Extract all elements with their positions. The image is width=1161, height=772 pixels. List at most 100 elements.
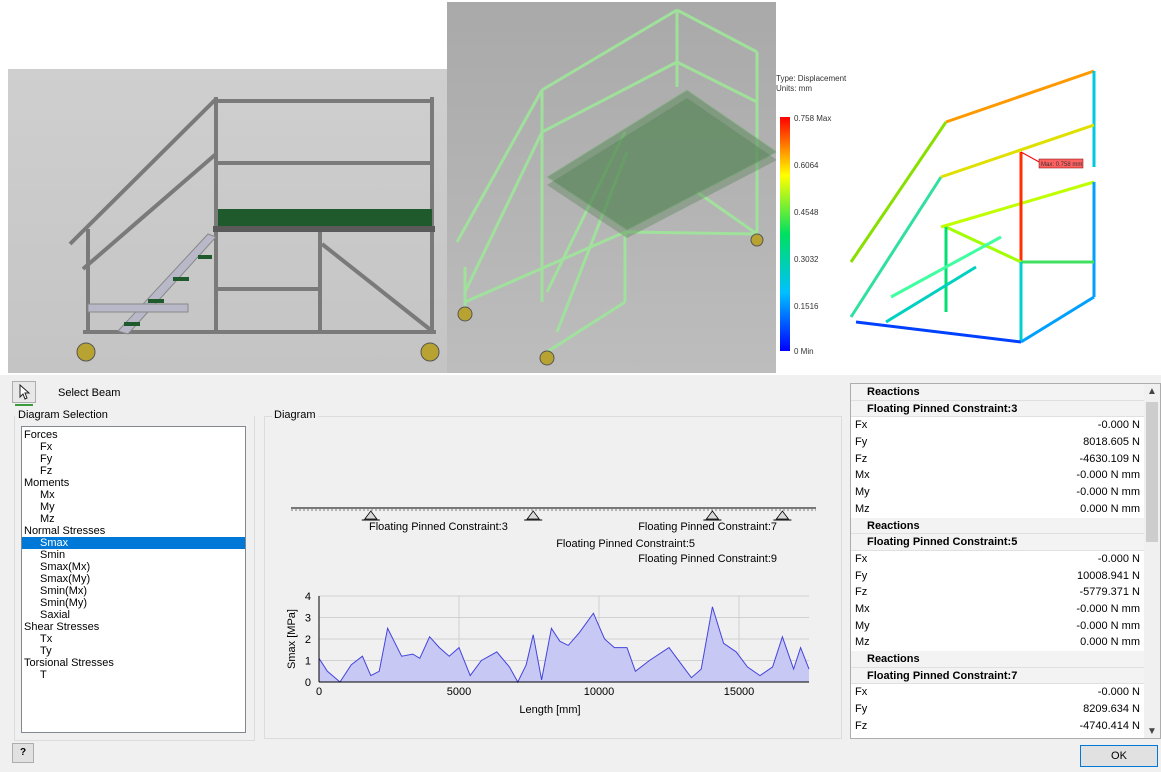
list-item[interactable]: Fy (40, 453, 53, 465)
reaction-component: Fx (855, 419, 868, 432)
list-item[interactable]: Moments (24, 477, 70, 489)
list-item[interactable]: Smin(Mx) (40, 585, 88, 597)
reactions-header: Reactions (851, 384, 1146, 401)
list-item[interactable]: Mx (40, 489, 55, 501)
constraint-header: Floating Pinned Constraint:3 (851, 400, 1146, 418)
reaction-component: Fy (855, 703, 868, 716)
y-axis-label: Smax [MPa] (286, 609, 298, 669)
reaction-component: Fx (855, 552, 868, 565)
list-item[interactable]: Mz (40, 513, 55, 525)
reaction-row: Fx -0.000 N (851, 684, 1146, 701)
constraint-label: Floating Pinned Constraint:7 (638, 521, 777, 533)
list-item[interactable]: Fz (40, 465, 53, 477)
legend-max: 0.758 Max (794, 114, 831, 123)
list-item[interactable]: Fx (40, 441, 53, 453)
reaction-component: Fx (855, 686, 868, 699)
list-item[interactable]: Forces (24, 429, 58, 441)
list-item[interactable]: Torsional Stresses (24, 657, 114, 669)
pinned-support-icon (364, 510, 378, 520)
reaction-row: Mz 0.000 N mm (851, 634, 1146, 651)
diagram-group (264, 416, 842, 739)
list-item[interactable]: T (40, 669, 47, 681)
side-view-image (8, 69, 447, 373)
reaction-row: Mz 0.000 N mm (851, 501, 1146, 518)
reaction-value: -0.000 N (1097, 552, 1140, 565)
x-tick-label: 5000 (447, 686, 471, 698)
constraint-label: Floating Pinned Constraint:9 (638, 553, 777, 565)
list-item[interactable]: Ty (40, 645, 52, 657)
series-line (318, 606, 810, 684)
legend-min: 0 Min (794, 347, 814, 356)
list-item[interactable]: My (40, 501, 55, 513)
y-tick-label: 2 (305, 634, 311, 646)
list-item[interactable]: Shear Stresses (24, 621, 100, 633)
series-area (319, 606, 809, 682)
y-tick-label: 3 (305, 613, 311, 625)
reaction-value: -4630.109 N (1079, 452, 1140, 465)
diagram-selection-title: Diagram Selection (18, 409, 108, 421)
diagram-selection-list[interactable]: Forces Fx Fy Fz Moments Mx My Mz Normal Stresses… (21, 426, 246, 733)
list-item[interactable]: Smin (40, 549, 66, 561)
reaction-value: -0.000 N mm (1076, 486, 1140, 499)
y-tick-label: 0 (305, 677, 311, 689)
reaction-value: 0.000 N mm (1080, 502, 1140, 515)
max-probe-label: Max: 0.758 mm (1041, 162, 1082, 168)
reaction-component: Fz (855, 719, 868, 732)
reaction-row: Mx -0.000 N mm (851, 467, 1146, 484)
y-tick-label: 4 (305, 591, 311, 603)
list-item[interactable]: Saxial (40, 609, 70, 621)
list-item[interactable]: Smax (22, 537, 245, 549)
reaction-value: -0.000 N mm (1076, 602, 1140, 615)
reaction-component: Fz (855, 586, 868, 599)
diagram-canvas: Floating Pinned Constraint:3 Floating Pin… (286, 507, 816, 716)
displacement-result-image: Type: Displacement Units: mm 0.758 Max 0… (776, 67, 1161, 373)
reaction-component: Mx (855, 469, 870, 482)
reaction-component: Fz (855, 452, 868, 465)
reaction-component: Fy (855, 569, 868, 582)
model-views: Type: Displacement Units: mm 0.758 Max 0… (0, 0, 1161, 375)
reaction-row: Fz -4630.109 N (851, 451, 1146, 468)
pinned-support-icon (526, 510, 540, 520)
list-item[interactable]: Tx (40, 633, 53, 645)
help-button[interactable]: ? (12, 743, 34, 763)
x-tick-label: 15000 (724, 686, 755, 698)
reaction-row: Fy 8018.605 N (851, 434, 1146, 451)
constraint-label: Floating Pinned Constraint:3 (369, 521, 508, 533)
list-item[interactable]: Smax(My) (40, 573, 91, 585)
legend-units: Units: mm (776, 84, 812, 93)
list-item[interactable]: Normal Stresses (24, 525, 106, 537)
reaction-row: My -0.000 N mm (851, 618, 1146, 635)
reactions-panel[interactable]: Reactions Floating Pinned Constraint:3 Fx -… (850, 383, 1161, 739)
reaction-value: -0.000 N (1097, 419, 1140, 432)
reaction-component: Mz (855, 636, 870, 649)
reaction-row: Fy 10008.941 N (851, 568, 1146, 585)
legend-tick: 0.1516 (794, 302, 819, 311)
reaction-row: Fx -0.000 N (851, 417, 1146, 434)
reaction-value: -5779.371 N (1079, 586, 1140, 599)
cursor-arrow-icon (19, 383, 31, 400)
select-beam-button[interactable] (12, 381, 36, 406)
reactions-scrollbar[interactable]: ▲ ▼ (1144, 384, 1160, 738)
reaction-component: Mx (855, 602, 870, 615)
scroll-up-icon[interactable]: ▲ (1147, 386, 1157, 397)
reaction-value: -0.000 N mm (1076, 619, 1140, 632)
reaction-row: My -0.000 N mm (851, 484, 1146, 501)
scroll-down-icon[interactable]: ▼ (1147, 726, 1157, 737)
legend-type: Type: Displacement (776, 74, 847, 83)
legend-tick: 0.3032 (794, 255, 819, 264)
reactions-list: Reactions Floating Pinned Constraint:3 Fx -… (851, 384, 1146, 734)
reaction-value: -0.000 N mm (1076, 469, 1140, 482)
reactions-header: Reactions (851, 651, 1146, 668)
reaction-component: My (855, 486, 870, 499)
reaction-value: 10008.941 N (1077, 569, 1140, 582)
list-item[interactable]: Smax(Mx) (40, 561, 91, 573)
pinned-support-icon (705, 510, 720, 520)
reaction-value: 8209.634 N (1083, 703, 1140, 716)
reaction-value: 8018.605 N (1083, 436, 1140, 449)
reaction-component: Mz (855, 502, 870, 515)
scrollbar-thumb[interactable] (1146, 402, 1158, 542)
list-item[interactable]: Smin(My) (40, 597, 88, 609)
pinned-support-icon (775, 510, 790, 520)
select-beam-label: Select Beam (58, 387, 121, 399)
ok-button[interactable]: OK (1080, 745, 1158, 767)
